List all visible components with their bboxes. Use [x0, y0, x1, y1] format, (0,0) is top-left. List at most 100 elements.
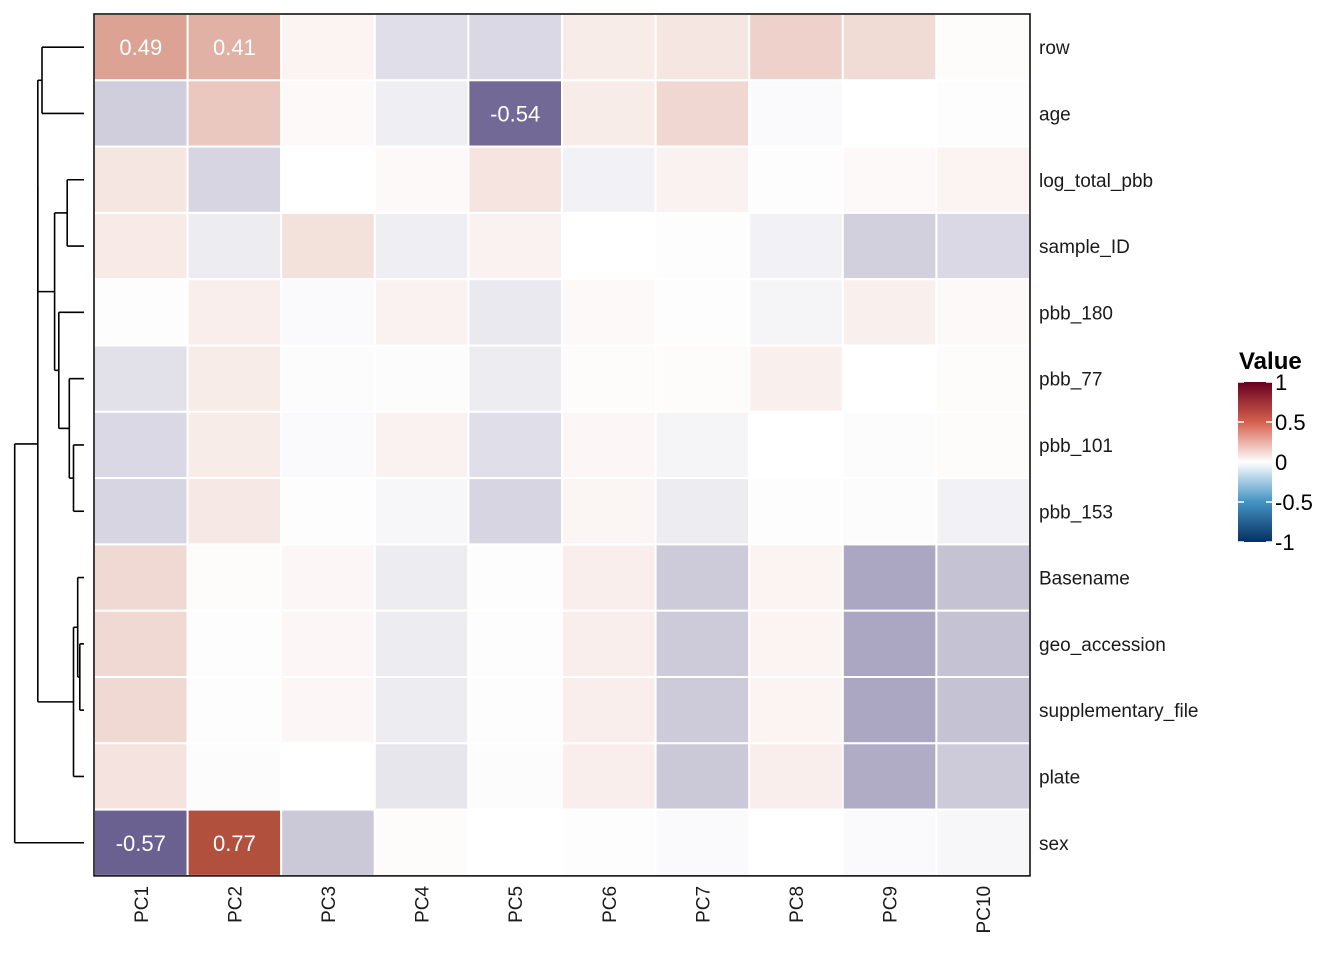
row-label: pbb_153 [1039, 502, 1113, 523]
row-label: geo_accession [1039, 635, 1166, 656]
legend-ticks: 1 0.5 0 -0.5 -1 [1238, 370, 1313, 555]
heatmap-cell [373, 477, 470, 546]
heatmap-cell [186, 211, 283, 281]
heatmap-cell [280, 742, 376, 811]
heatmap-cell [280, 609, 376, 679]
column-labels: PC1 PC2 PC3 PC4 PC5 PC6 PC7 PC8 PC9 PC10 [132, 885, 995, 933]
heatmap-cell [186, 609, 283, 679]
heatmap-cell [373, 79, 470, 148]
heatmap-cell [841, 676, 938, 745]
heatmap-cell [280, 543, 376, 612]
heatmap-cell [93, 211, 189, 281]
heatmap-cell [654, 808, 751, 877]
row-label: pbb_101 [1039, 436, 1113, 457]
heatmap-cell [186, 676, 283, 745]
heatmap-cell [654, 79, 751, 148]
row-label: sex [1039, 834, 1069, 855]
heatmap-cell [280, 79, 376, 148]
row-label: sample_ID [1039, 237, 1130, 258]
heatmap-cell [841, 477, 938, 546]
heatmap-cell [654, 477, 751, 546]
heatmap-cell [935, 278, 1032, 347]
column-label: PC7 [693, 886, 714, 923]
heatmap-cell [186, 13, 283, 82]
heatmap-cell [748, 477, 844, 546]
heatmap-cell [561, 13, 657, 82]
heatmap-cell [841, 211, 938, 281]
heatmap-cell [561, 211, 657, 281]
row-label: log_total_pbb [1039, 171, 1153, 192]
heatmap-cell [467, 477, 563, 546]
heatmap-cell [373, 609, 470, 679]
column-label: PC3 [319, 886, 340, 923]
heatmap-cell [93, 676, 189, 745]
heatmap-cell [93, 477, 189, 546]
heatmap-cell [748, 609, 844, 679]
heatmap-cell [280, 145, 376, 214]
row-label: row [1039, 38, 1070, 59]
heatmap-cell [373, 344, 470, 413]
heatmap-cell [935, 145, 1032, 214]
heatmap-cell [467, 676, 563, 745]
heatmap-cell [373, 808, 470, 877]
heatmap-cell [748, 676, 844, 745]
heatmap-cell [841, 742, 938, 811]
heatmap-cell [654, 145, 751, 214]
column-label: PC8 [787, 886, 808, 923]
heatmap-cell [373, 676, 470, 745]
heatmap-cell [373, 410, 470, 480]
heatmap-border [93, 13, 1031, 877]
heatmap-cell [467, 79, 563, 148]
heatmap-cell [467, 808, 563, 877]
column-label: PC1 [132, 886, 153, 923]
heatmap-cell [373, 13, 470, 82]
heatmap-cells [93, 13, 1032, 877]
heatmap-cell [748, 344, 844, 413]
heatmap-cell [748, 278, 844, 347]
heatmap-cell [561, 145, 657, 214]
row-label: Basename [1039, 569, 1130, 590]
heatmap-cell [93, 344, 189, 413]
heatmap-cell [561, 742, 657, 811]
heatmap-cell [748, 145, 844, 214]
heatmap-cell [186, 410, 283, 480]
heatmap-cell [186, 543, 283, 612]
heatmap-cell [841, 13, 938, 82]
legend-tick-label: 0 [1275, 450, 1287, 475]
heatmap-cell [93, 742, 189, 811]
heatmap-cell [841, 344, 938, 413]
legend-tick-label: 0.5 [1275, 410, 1306, 435]
row-dendrogram [13, 46, 84, 844]
heatmap-cell [935, 676, 1032, 745]
heatmap-cell [561, 676, 657, 745]
heatmap-cell [561, 79, 657, 148]
heatmap-cell [467, 742, 563, 811]
color-legend: Value 1 0.5 0 -0.5 -1 [1238, 348, 1313, 555]
column-label: PC6 [600, 886, 621, 923]
heatmap-cell [654, 742, 751, 811]
heatmap-cell [841, 79, 938, 148]
heatmap-cell [280, 477, 376, 546]
heatmap-cell [186, 477, 283, 546]
heatmap-cell [935, 13, 1032, 82]
cell-value-label: 0.77 [213, 831, 256, 856]
heatmap-cell [280, 278, 376, 347]
heatmap-cell [748, 742, 844, 811]
legend-tick-label: -1 [1275, 530, 1295, 555]
heatmap-cell [93, 410, 189, 480]
heatmap-cell [280, 410, 376, 480]
heatmap-cell [935, 808, 1032, 877]
heatmap-cell [467, 543, 563, 612]
heatmap-cell [467, 410, 563, 480]
heatmap-cell [561, 543, 657, 612]
legend-tick-label: 1 [1275, 370, 1287, 395]
heatmap-cell [935, 742, 1032, 811]
heatmap-cell [373, 145, 470, 214]
heatmap-cell [561, 477, 657, 546]
heatmap-cell [748, 808, 844, 877]
heatmap-cell [561, 278, 657, 347]
heatmap-cell [467, 145, 563, 214]
heatmap-cell [841, 410, 938, 480]
heatmap-cell [654, 609, 751, 679]
